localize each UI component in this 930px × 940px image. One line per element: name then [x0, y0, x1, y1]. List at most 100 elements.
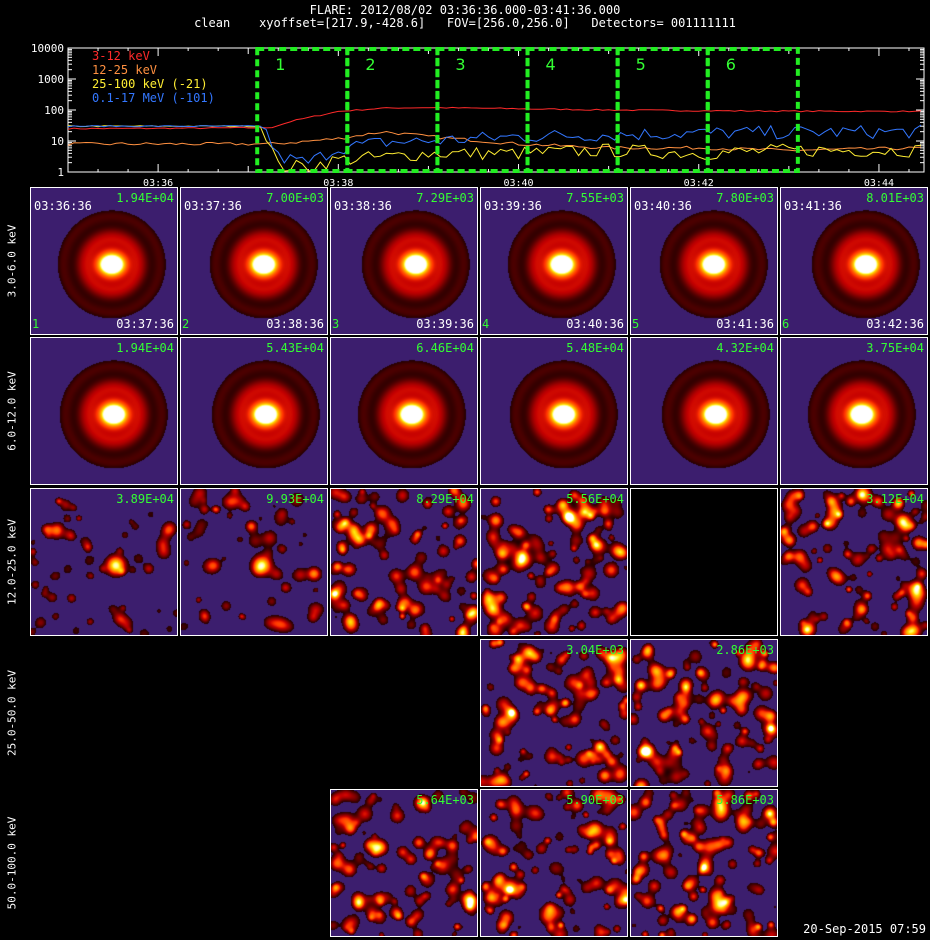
peak-value: 4.32E+04 [716, 341, 774, 355]
image-heatmap [781, 188, 927, 334]
legend-entry-1: 3-12 keV [92, 49, 150, 63]
interval-start-time: 03:41:36 [784, 199, 842, 213]
y-tick-label: 1000 [38, 73, 65, 86]
image-parameters: clean xyoffset=[217.9,-428.6] FOV=[256.0… [194, 16, 736, 30]
legend-entry-4: 0.1-17 MeV (-101) [92, 91, 215, 105]
series-line-4 [67, 124, 922, 164]
interval-start-time: 03:37:36 [184, 199, 242, 213]
peak-value: 5.48E+04 [566, 341, 624, 355]
image-heatmap [631, 790, 777, 936]
image-panel: 5.86E+03 [630, 789, 778, 937]
interval-index: 3 [332, 317, 340, 331]
peak-value: 5.86E+03 [716, 793, 774, 807]
peak-value: 7.55E+03 [566, 191, 624, 205]
image-panel: 1.94E+04 [30, 337, 178, 485]
image-heatmap [331, 338, 477, 484]
interval-label-4: 4 [546, 55, 556, 74]
peak-value: 7.29E+03 [416, 191, 474, 205]
image-heatmap [31, 338, 177, 484]
peak-value: 3.12E+04 [866, 492, 924, 506]
flare-title: FLARE: 2012/08/02 03:36:36.000-03:41:36.… [309, 3, 621, 17]
image-panel: 7.00E+03 03:37:36 03:38:36 2 [180, 187, 328, 335]
legend-entry-2: 12-25 keV [92, 63, 157, 77]
image-heatmap [31, 489, 177, 635]
image-heatmap [481, 790, 627, 936]
interval-box-4 [525, 47, 620, 173]
peak-value: 5.64E+03 [416, 793, 474, 807]
image-heatmap [331, 790, 477, 936]
peak-value: 8.01E+03 [866, 191, 924, 205]
peak-value: 2.86E+03 [716, 643, 774, 657]
image-panel: 8.01E+03 03:41:36 03:42:36 6 [780, 187, 928, 335]
image-heatmap [331, 489, 477, 635]
image-heatmap [631, 640, 777, 786]
image-panel: 7.80E+03 03:40:36 03:41:36 5 [630, 187, 778, 335]
y-tick-label: 1 [57, 166, 64, 179]
lightcurve-plot: 1 10 100 1000 10000 03:36 03:38 03:40 03:42 03:44… [31, 42, 925, 187]
interval-index: 2 [182, 317, 190, 331]
interval-index: 6 [782, 317, 790, 331]
image-heatmap [181, 188, 327, 334]
series-line-3 [67, 125, 922, 172]
plot-header: FLARE: 2012/08/02 03:36:36.000-03:41:36.… [0, 0, 930, 40]
interval-start-time: 03:38:36 [334, 199, 392, 213]
interval-label-2: 2 [365, 55, 375, 74]
interval-start-time: 03:40:36 [634, 199, 692, 213]
image-heatmap [31, 188, 177, 334]
interval-end-time: 03:40:36 [566, 317, 624, 331]
image-panel: 5.90E+03 [480, 789, 628, 937]
image-panel: 3.04E+03 [480, 639, 628, 787]
peak-value: 7.00E+03 [266, 191, 324, 205]
energy-band-text: 50.0-100.0 keV [5, 816, 19, 910]
footer-date: 20-Sep-2015 07:59 [803, 922, 926, 936]
image-panel: 5.48E+04 [480, 337, 628, 485]
interval-end-time: 03:41:36 [716, 317, 774, 331]
peak-value: 3.04E+03 [566, 643, 624, 657]
image-panel: 7.29E+03 03:38:36 03:39:36 3 [330, 187, 478, 335]
image-panel: 3.75E+04 [780, 337, 928, 485]
image-panel: 6.46E+04 [330, 337, 478, 485]
x-tick-label: 03:38 [323, 178, 353, 187]
interval-label-1: 1 [275, 55, 285, 74]
peak-value: 5.56E+04 [566, 492, 624, 506]
interval-end-time: 03:42:36 [866, 317, 924, 331]
energy-band-text: 25.0-50.0 keV [5, 669, 19, 757]
legend-entry-3: 25-100 keV (-21) [92, 77, 208, 91]
energy-band-text: 3.0-6.0 keV [5, 224, 19, 298]
peak-value: 5.90E+03 [566, 793, 624, 807]
interval-label-6: 6 [726, 55, 736, 74]
image-heatmap [181, 338, 327, 484]
interval-index: 1 [32, 317, 40, 331]
interval-index: 4 [482, 317, 490, 331]
image-heatmap [481, 640, 627, 786]
energy-band-label: 50.0-100.0 keV [2, 789, 22, 937]
x-tick-label: 03:44 [864, 178, 894, 187]
peak-value: 3.75E+04 [866, 341, 924, 355]
image-heatmap [181, 489, 327, 635]
peak-value: 1.94E+04 [116, 341, 174, 355]
y-tick-label: 100 [44, 104, 64, 117]
interval-label-3: 3 [455, 55, 465, 74]
energy-band-text: 6.0-12.0 keV [5, 371, 19, 451]
peak-value: 6.46E+04 [416, 341, 474, 355]
peak-value: 1.94E+04 [116, 191, 174, 205]
x-tick-label: 03:36 [143, 178, 173, 187]
peak-value: 9.93E+04 [266, 492, 324, 506]
image-panel: 2.86E+03 [630, 639, 778, 787]
image-panel: 5.43E+04 [180, 337, 328, 485]
peak-value: 3.89E+04 [116, 492, 174, 506]
image-panel: 1.94E+04 03:36:36 03:37:36 1 [30, 187, 178, 335]
image-grid: 3.0-6.0 keV 1.94E+04 03:36:36 03:37:36 1 7.00… [0, 187, 930, 940]
energy-band-label: 3.0-6.0 keV [2, 187, 22, 335]
image-heatmap [631, 188, 777, 334]
image-panel: 4.32E+04 [630, 337, 778, 485]
interval-end-time: 03:38:36 [266, 317, 324, 331]
image-heatmap [331, 188, 477, 334]
y-tick-label: 10000 [31, 42, 64, 55]
peak-value: 5.43E+04 [266, 341, 324, 355]
interval-box-6 [705, 47, 800, 173]
energy-band-label: 25.0-50.0 keV [2, 639, 22, 787]
image-heatmap [481, 489, 627, 635]
x-tick-label: 03:40 [503, 178, 533, 187]
image-panel: 5.64E+03 [330, 789, 478, 937]
